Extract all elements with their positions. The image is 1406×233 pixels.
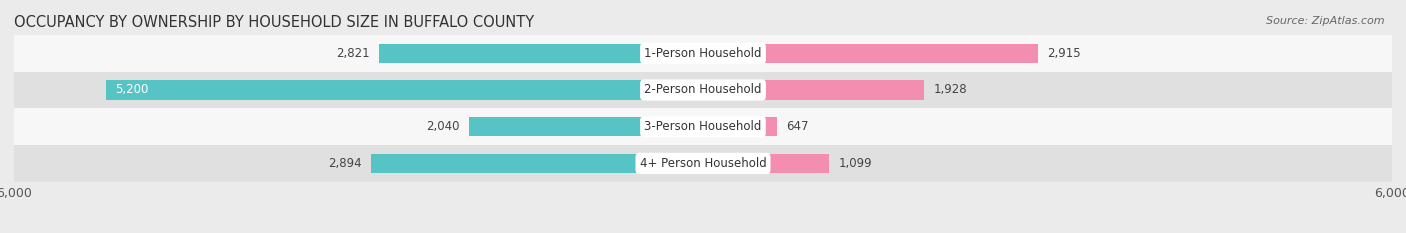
Bar [14,145,1392,182]
Bar [703,44,1038,63]
Text: 2,915: 2,915 [1047,47,1081,60]
Text: Source: ZipAtlas.com: Source: ZipAtlas.com [1267,16,1385,26]
Bar [371,154,703,173]
Bar [14,72,1392,108]
Text: OCCUPANCY BY OWNERSHIP BY HOUSEHOLD SIZE IN BUFFALO COUNTY: OCCUPANCY BY OWNERSHIP BY HOUSEHOLD SIZE… [14,15,534,30]
Text: 2,894: 2,894 [328,157,361,170]
Text: 3-Person Household: 3-Person Household [644,120,762,133]
Bar [468,117,703,136]
Bar [703,117,778,136]
Text: 1,099: 1,099 [838,157,872,170]
Text: 2,821: 2,821 [336,47,370,60]
Text: 5,200: 5,200 [115,83,149,96]
Text: 2,040: 2,040 [426,120,460,133]
Text: 647: 647 [786,120,808,133]
Bar [14,108,1392,145]
Text: 2-Person Household: 2-Person Household [644,83,762,96]
Bar [105,80,703,99]
Bar [14,35,1392,72]
Bar [380,44,703,63]
Text: 4+ Person Household: 4+ Person Household [640,157,766,170]
Bar [703,80,924,99]
Bar [703,154,830,173]
Text: 1,928: 1,928 [934,83,967,96]
Text: 1-Person Household: 1-Person Household [644,47,762,60]
